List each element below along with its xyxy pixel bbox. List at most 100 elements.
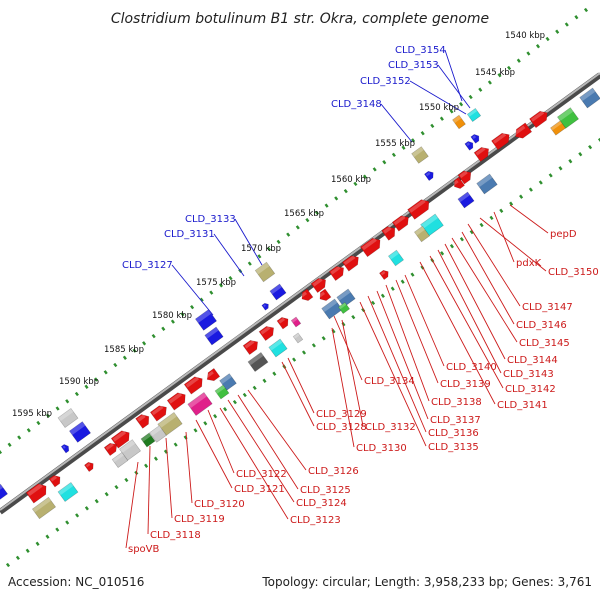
ruler-dot <box>305 217 310 223</box>
gene-label[interactable]: CLD_3132 <box>365 422 416 433</box>
gene-label[interactable]: CLD_3138 <box>431 397 482 408</box>
gene-label[interactable]: CLD_3134 <box>364 376 415 387</box>
ruler-dot <box>180 312 185 317</box>
leader-line <box>444 243 506 360</box>
leader-line <box>125 461 139 549</box>
topology-text: Topology: circular; Length: 3,958,233 bp… <box>261 575 592 589</box>
gene-label[interactable]: CLD_3150 <box>548 267 599 278</box>
gene-label[interactable]: CLD_3140 <box>446 362 497 373</box>
gene-feature <box>135 414 150 429</box>
ruler-dot <box>199 297 204 302</box>
gene-label[interactable]: CLD_3146 <box>516 320 567 331</box>
inner-track-dot <box>479 222 484 228</box>
gene-feature <box>513 122 533 139</box>
gene-feature <box>247 352 269 372</box>
leader-line <box>376 290 429 420</box>
gene-label[interactable]: CLD_3142 <box>505 384 556 395</box>
gene-label[interactable]: pepD <box>550 229 577 240</box>
ruler-dot <box>36 420 41 426</box>
gene-label[interactable]: CLD_3147 <box>522 302 573 313</box>
gene-label[interactable]: CLD_3119 <box>174 514 225 525</box>
gene-label[interactable]: CLD_3131 <box>164 229 215 240</box>
gene-feature <box>60 444 70 454</box>
leader-line <box>213 233 245 277</box>
gene-label[interactable]: CLD_3153 <box>388 60 439 71</box>
gene-feature <box>25 483 47 504</box>
gene-label[interactable]: CLD_3124 <box>296 498 347 509</box>
gene-feature <box>328 266 344 281</box>
gene-label[interactable]: CLD_3122 <box>236 469 287 480</box>
gene-label[interactable]: CLD_3133 <box>185 214 236 225</box>
inner-track-dot <box>193 428 198 433</box>
gene-label[interactable]: CLD_3127 <box>122 260 173 271</box>
inner-track-dot <box>173 442 178 447</box>
gene-label[interactable]: CLD_3126 <box>308 466 359 477</box>
gene-label[interactable]: CLD_3148 <box>331 99 382 110</box>
gene-label[interactable]: CLD_3139 <box>440 379 491 390</box>
gene-label[interactable]: CLD_3130 <box>356 443 407 454</box>
ruler-dot <box>555 29 560 34</box>
gene-label[interactable]: CLD_3136 <box>428 428 479 439</box>
inner-track-dot <box>252 385 257 391</box>
gene-label[interactable]: CLD_3128 <box>316 422 367 433</box>
gene-feature <box>110 430 130 449</box>
ruler-dot <box>276 239 281 245</box>
ruler-dot <box>535 44 541 49</box>
gene-feature <box>140 432 156 448</box>
reverse-gene-labels: pepD pdxK CLD_3150 CLD_3147 CLD_3146 CLD_3145… <box>128 229 599 555</box>
inner-track-dot <box>371 300 376 306</box>
ruler-dot <box>449 109 454 114</box>
ruler-dot <box>55 406 60 411</box>
inner-track-dot <box>104 492 109 497</box>
inner-track-dot <box>538 180 543 185</box>
inner-track-dot <box>469 229 474 235</box>
gene-feature <box>466 108 482 122</box>
gene-feature <box>205 368 221 382</box>
leader-line <box>451 237 518 343</box>
gene-feature <box>300 288 314 301</box>
inner-track-dot <box>55 527 60 532</box>
ruler-label: 1560 kbp <box>331 175 371 185</box>
ruler-dot <box>161 326 166 331</box>
gene-feature <box>68 421 92 443</box>
leader-line <box>165 437 173 519</box>
gene-feature <box>57 482 79 502</box>
ruler-dot <box>286 232 291 237</box>
leader-line <box>429 255 504 389</box>
gene-feature <box>254 261 276 283</box>
gene-feature <box>407 199 430 220</box>
gene-label[interactable]: CLD_3123 <box>290 515 341 526</box>
leader-line <box>247 389 307 471</box>
leader-line <box>444 49 463 102</box>
gene-label[interactable]: CLD_3154 <box>395 45 446 56</box>
gene-label[interactable]: CLD_3129 <box>316 409 367 420</box>
ruler-label: 1595 kbp <box>12 409 52 419</box>
gene-label[interactable]: pdxK <box>516 258 542 269</box>
gene-label[interactable]: CLD_3143 <box>503 369 554 380</box>
gene-label[interactable]: CLD_3141 <box>497 400 548 411</box>
ruler-dot <box>411 138 416 143</box>
ruler-label: 1585 kbp <box>104 345 144 355</box>
leader-line <box>341 319 364 427</box>
ruler-dot <box>372 167 377 172</box>
leader-line <box>331 327 355 448</box>
gene-feature <box>292 332 304 344</box>
gene-label[interactable]: CLD_3135 <box>428 442 479 453</box>
gene-label[interactable]: spoVB <box>128 544 160 555</box>
inner-track-dot <box>65 520 70 525</box>
gene-feature <box>310 278 326 293</box>
ruler-dot <box>122 355 127 360</box>
inner-track-dot <box>45 534 50 539</box>
leader-line <box>359 301 427 447</box>
gene-label[interactable]: CLD_3121 <box>234 484 285 495</box>
gene-label[interactable]: CLD_3152 <box>360 76 411 87</box>
gene-label[interactable]: CLD_3120 <box>194 499 245 510</box>
inner-track-dot <box>410 272 415 277</box>
gene-feature <box>359 237 381 258</box>
gene-label[interactable]: CLD_3144 <box>507 355 558 366</box>
gene-label[interactable]: CLD_3125 <box>300 485 351 496</box>
gene-label[interactable]: CLD_3145 <box>519 338 570 349</box>
gene-label[interactable]: CLD_3137 <box>430 415 481 426</box>
gene-label[interactable]: CLD_3118 <box>150 530 201 541</box>
